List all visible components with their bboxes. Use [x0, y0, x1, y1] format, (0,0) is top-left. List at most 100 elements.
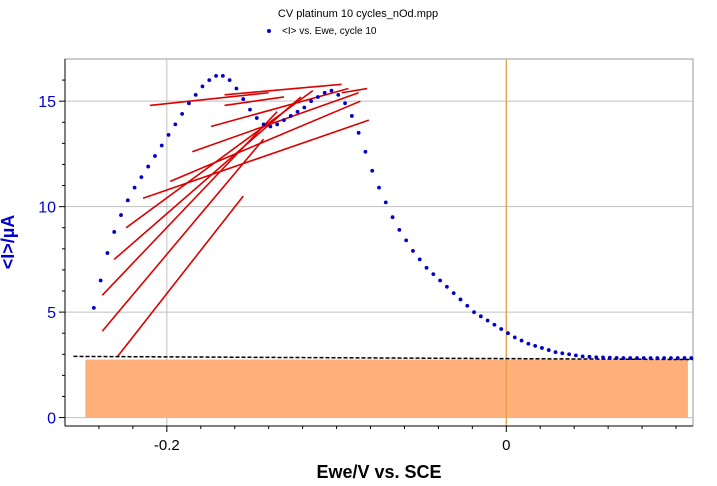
data-point: [139, 175, 144, 180]
hatch-line: [341, 87, 368, 94]
data-point: [187, 101, 191, 106]
data-point: [689, 356, 694, 360]
data-point: [397, 227, 402, 232]
hatch-lines: [101, 83, 370, 357]
filled-region: [85, 359, 688, 418]
data-point: [540, 346, 544, 350]
data-point: [601, 355, 605, 360]
data-point: [567, 352, 571, 357]
data-point: [309, 99, 314, 104]
data-point: [390, 215, 395, 220]
data-point: [343, 101, 347, 106]
data-point: [662, 356, 667, 360]
data-point: [675, 356, 680, 360]
chart-title: CV platinum 10 cycles_nOd.mpp: [278, 8, 438, 20]
data-point: [173, 122, 178, 127]
hatch-line: [101, 138, 265, 332]
data-point: [431, 272, 436, 277]
data-point: [492, 322, 497, 327]
data-point: [220, 73, 225, 78]
data-point: [275, 122, 280, 127]
data-point: [669, 356, 673, 360]
data-point: [533, 343, 538, 348]
data-point: [438, 278, 443, 283]
data-point: [234, 86, 239, 91]
data-point: [193, 92, 198, 97]
data-point: [506, 331, 510, 336]
data-point: [363, 149, 368, 154]
data-point: [159, 143, 164, 148]
data-point: [465, 303, 470, 308]
data-point: [485, 318, 490, 323]
data-point: [214, 73, 218, 78]
data-point: [641, 356, 646, 360]
x-axis-title: Ewe/V vs. SCE: [316, 462, 441, 482]
data-point: [119, 213, 123, 217]
x-tick-label: -0.2: [154, 437, 180, 454]
data-point: [628, 356, 633, 360]
data-point: [349, 114, 354, 118]
data-point: [526, 341, 531, 346]
data-point: [614, 355, 619, 360]
y-tick-label: 10: [38, 200, 56, 217]
data-point: [336, 92, 341, 97]
data-point: [444, 284, 449, 289]
hatch-line: [224, 96, 285, 107]
data-point: [478, 314, 483, 319]
data-point: [295, 109, 300, 114]
y-axis: 0 5 10 15: [38, 59, 66, 428]
data-point: [356, 130, 361, 135]
data-point: [377, 185, 381, 190]
data-point: [125, 198, 130, 203]
hatch-line: [224, 83, 342, 96]
data-point: [648, 356, 653, 360]
data-point: [132, 185, 137, 190]
x-tick-label: 0: [502, 437, 510, 454]
hatch-line: [142, 119, 370, 199]
data-point: [180, 111, 185, 116]
data-point: [594, 355, 599, 360]
data-point: [519, 338, 524, 343]
data-point: [580, 354, 585, 359]
data-point: [261, 122, 266, 127]
data-point: [411, 249, 415, 253]
hatch-line: [169, 100, 361, 183]
data-point: [635, 356, 639, 360]
data-point: [546, 348, 551, 352]
data-point: [329, 88, 334, 93]
data-point: [98, 278, 103, 283]
data-point: [105, 251, 110, 255]
y-tick-label: 0: [47, 411, 56, 428]
data-point: [302, 105, 307, 110]
hatch-line: [125, 89, 314, 229]
data-point: [91, 305, 96, 310]
data-point: [207, 78, 212, 82]
data-point: [553, 350, 558, 355]
data-point: [424, 265, 429, 270]
y-tick-label: 15: [38, 94, 56, 111]
data-point: [227, 78, 232, 82]
data-point: [472, 310, 476, 315]
data-point: [573, 353, 578, 358]
data-point: [166, 133, 171, 137]
y-axis-title: <I>/µA: [0, 215, 18, 269]
data-point: [499, 327, 504, 331]
data-point: [288, 114, 293, 118]
data-point: [655, 356, 660, 360]
data-point: [621, 356, 626, 360]
data-point: [268, 124, 273, 129]
y-tick-label: 5: [47, 305, 56, 322]
baseline-dashed: [73, 355, 694, 361]
data-point: [315, 95, 320, 99]
baseline-line: [73, 355, 694, 361]
x-axis: -0.2 0: [65, 425, 693, 454]
data-point: [607, 355, 612, 360]
data-point: [587, 354, 592, 359]
data-point: [404, 238, 409, 243]
data-point: [451, 291, 456, 296]
data-point: [248, 107, 252, 112]
data-point: [282, 118, 286, 123]
data-point: [200, 84, 205, 89]
data-point: [417, 257, 422, 262]
legend-label: <I> vs. Ewe, cycle 10: [282, 26, 377, 37]
